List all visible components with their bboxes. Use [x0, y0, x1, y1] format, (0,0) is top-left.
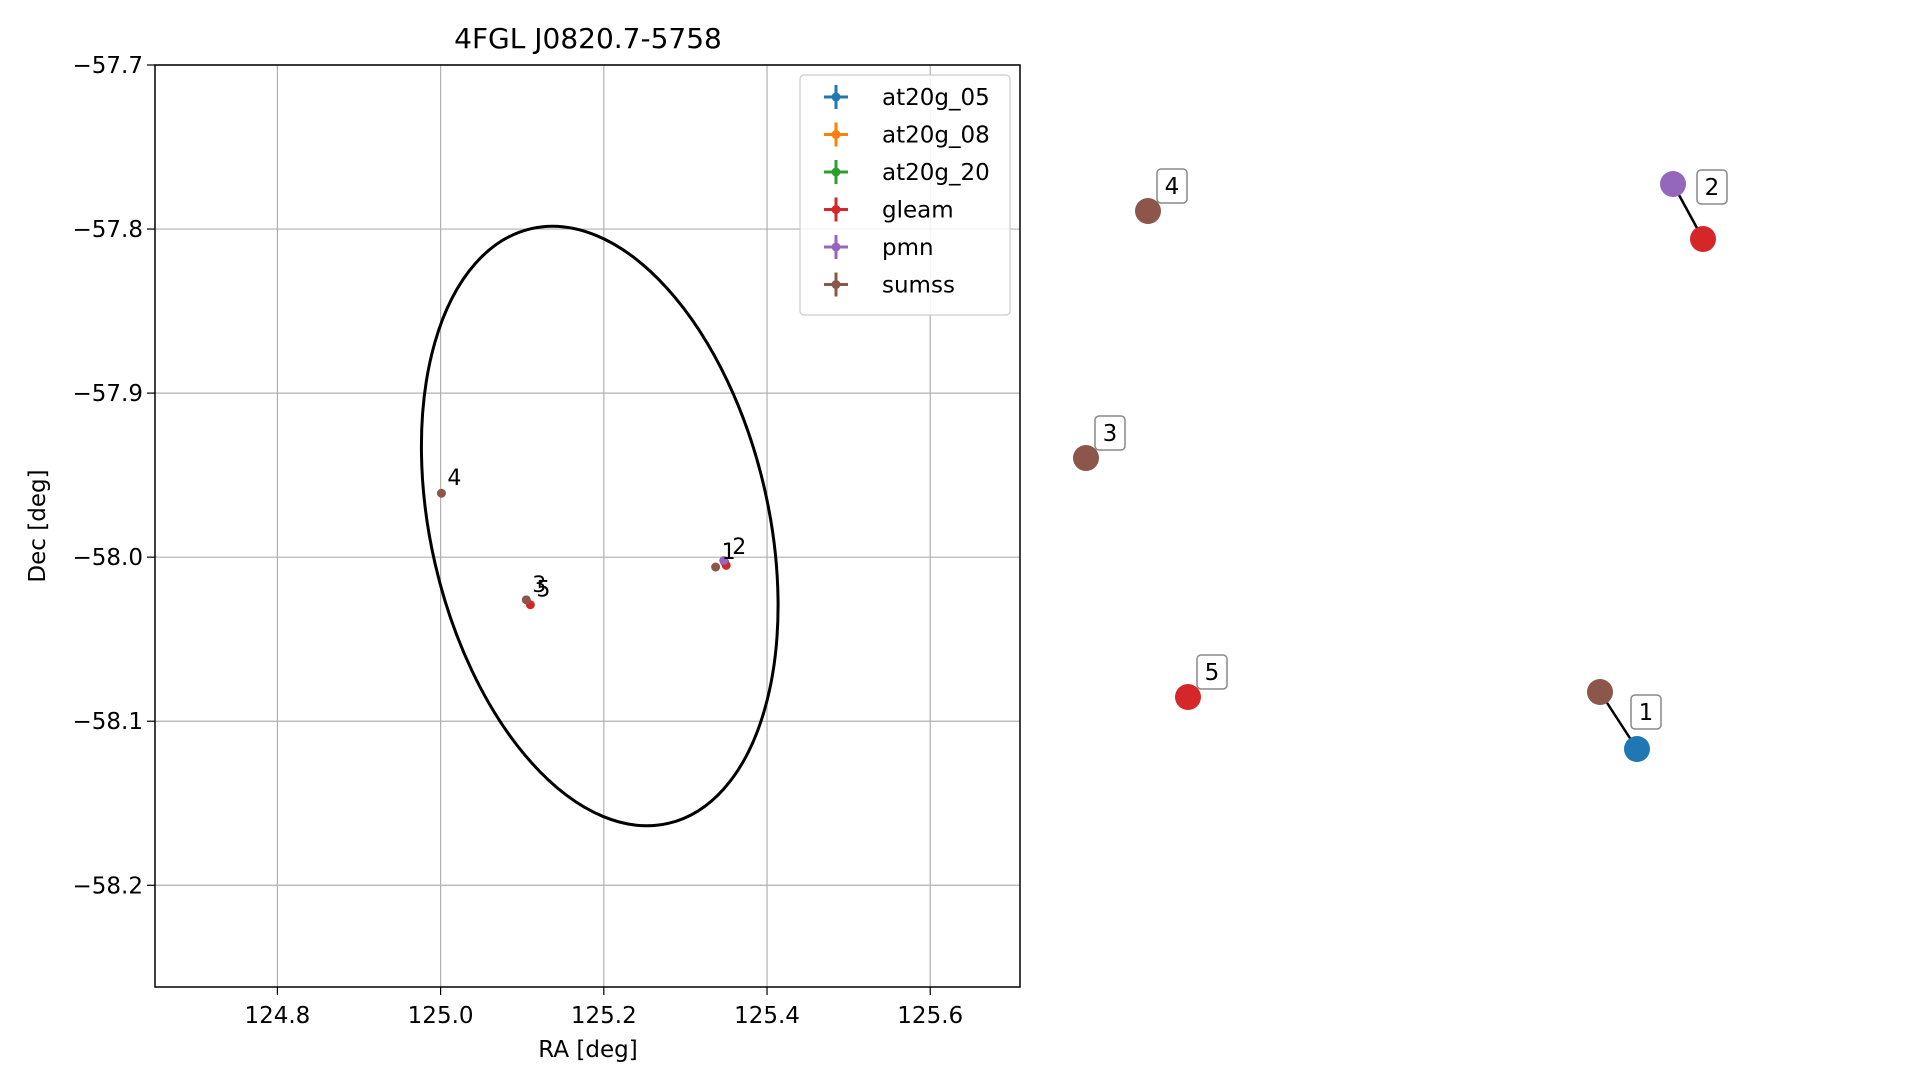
legend-label: gleam: [882, 198, 954, 224]
diagram-label-box: [1630, 694, 1662, 730]
legend-marker: [831, 92, 841, 102]
diagram-label: 2: [1705, 175, 1720, 201]
legend-marker: [831, 205, 841, 214]
diagram-label-box: [1196, 654, 1228, 690]
point-label: 2: [732, 535, 746, 560]
legend-label: at20g_08: [882, 123, 990, 149]
y-tick-label: −58.1: [73, 709, 143, 735]
point-label: 5: [536, 578, 550, 603]
diagram-node-gleam: [1690, 226, 1716, 252]
diagram-label: 1: [1639, 700, 1654, 726]
y-tick-label: −57.8: [73, 217, 143, 243]
point-pmn: [719, 555, 729, 565]
legend-marker: [831, 242, 841, 252]
point-label: 1: [722, 540, 736, 565]
legend-label: at20g_20: [882, 160, 990, 186]
legend-label: sumss: [882, 273, 955, 299]
y-tick-label: −58.0: [73, 545, 143, 571]
plot-title: 4FGL J0820.7-5758: [454, 22, 722, 55]
point-sumss: [436, 488, 446, 498]
y-axis-ticks: −57.7 −57.8 −57.9 −58.0 −58.1 −58.2: [73, 53, 155, 899]
x-tick-label: 125.4: [734, 1003, 800, 1029]
legend-label: pmn: [882, 235, 934, 261]
diagram-node-sumss: [1073, 445, 1099, 471]
y-tick-label: −57.9: [73, 381, 143, 407]
diagram-label: 4: [1165, 174, 1180, 200]
diagram-label: 5: [1205, 660, 1220, 686]
point-labels: 12 35 4: [447, 466, 746, 603]
diagram-node-sumss: [1587, 679, 1613, 705]
data-points: [436, 488, 731, 610]
y-axis-label: Dec [deg]: [25, 469, 51, 582]
diagram-label-box: [1696, 169, 1728, 205]
x-tick-label: 125.0: [408, 1003, 474, 1029]
x-tick-label: 125.2: [571, 1003, 637, 1029]
diagram-node-sumss: [1135, 198, 1161, 224]
point-label: 4: [447, 466, 461, 491]
point-sumss: [711, 562, 721, 572]
diagram-node-gleam: [1175, 684, 1201, 710]
point-sumss: [521, 595, 531, 605]
legend-marker: [831, 167, 841, 177]
legend-marker: [831, 280, 841, 289]
diagram-label-box: [1156, 168, 1188, 204]
legend-box: [799, 74, 1011, 316]
legend-marker: [831, 130, 841, 139]
y-tick-label: −58.2: [73, 873, 143, 899]
localization-ellipse: [419, 224, 780, 828]
diagram-node-pmn: [1660, 171, 1686, 197]
x-tick-label: 125.6: [897, 1003, 963, 1029]
diagram-label: 3: [1103, 421, 1118, 447]
legend-label: at20g_05: [882, 85, 990, 111]
x-tick-label: 124.8: [244, 1003, 310, 1029]
diagram-label-box: [1094, 415, 1126, 451]
plot-frame: [154, 64, 1021, 988]
association-diagram: 1 2 3 4 5: [1073, 168, 1728, 762]
y-tick-label: −57.7: [73, 53, 143, 79]
error-ellipse: [419, 224, 780, 828]
x-axis-ticks: 124.8 125.0 125.2 125.4 125.6: [244, 987, 963, 1029]
point-label: 3: [532, 573, 546, 598]
x-axis-label: RA [deg]: [538, 1037, 637, 1063]
diagram-node-at20g_05: [1624, 736, 1650, 762]
